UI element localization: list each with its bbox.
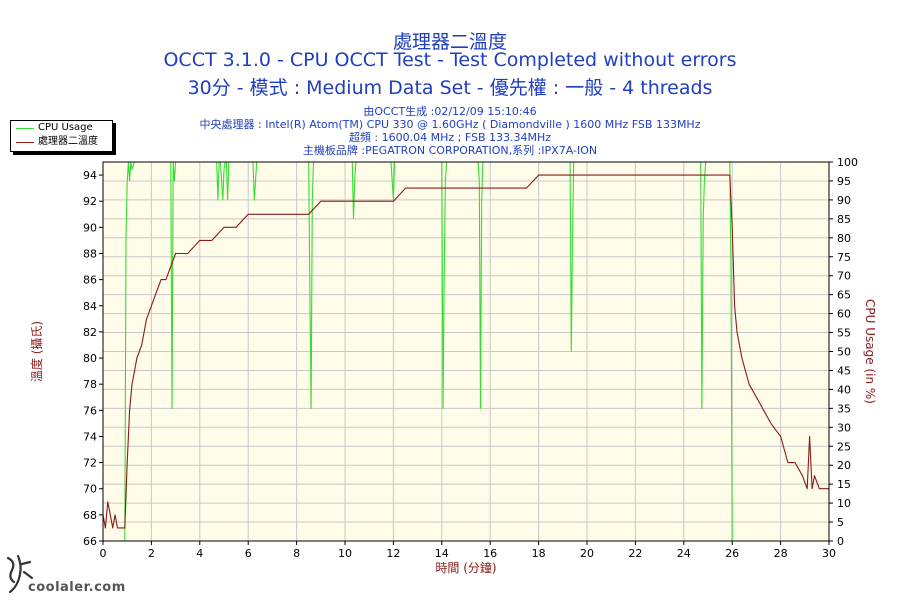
y-right-tick-label: 85	[837, 213, 851, 226]
legend-item-cpu-usage: CPU Usage	[11, 121, 112, 135]
y-right-tick-label: 90	[837, 194, 851, 207]
y-right-tick-label: 80	[837, 232, 851, 245]
legend-swatch-temperature	[16, 142, 34, 143]
y-right-tick-label: 55	[837, 327, 851, 340]
watermark-logo	[6, 554, 34, 594]
chart-legend: CPU Usage 處理器二溫度	[10, 120, 113, 152]
y-right-tick-label: 35	[837, 402, 851, 415]
x-tick-label: 30	[822, 547, 836, 560]
chart-subtitle-mode: 30分 - 模式 : Medium Data Set - 優先權 : 一般 - …	[187, 77, 713, 99]
series-line-cpu-usage	[103, 161, 829, 542]
y-left-tick-label: 90	[83, 221, 97, 234]
y-right-tick-label: 30	[837, 421, 851, 434]
x-tick-label: 16	[483, 547, 497, 560]
x-tick-label: 14	[435, 547, 449, 560]
y-left-tick-label: 70	[83, 483, 97, 496]
info-generated: 由OCCT生成 :02/12/09 15:10:46	[363, 105, 537, 118]
x-axis-label: 時間 (分鐘)	[435, 560, 496, 575]
x-tick-label: 4	[196, 547, 203, 560]
y-left-tick-label: 86	[83, 274, 97, 287]
y-left-tick-label: 94	[83, 169, 97, 182]
y-right-tick-label: 45	[837, 364, 851, 377]
x-tick-label: 24	[677, 547, 691, 560]
legend-swatch-cpu-usage	[16, 128, 34, 129]
y-left-tick-label: 66	[83, 535, 97, 548]
chart-subtitle-test: OCCT 3.1.0 - CPU OCCT Test - Test Comple…	[163, 49, 737, 71]
y-left-tick-label: 82	[83, 326, 97, 339]
y-right-tick-label: 10	[837, 497, 851, 510]
grid-lines	[102, 161, 830, 542]
x-tick-label: 12	[386, 547, 400, 560]
info-motherboard: 主機板品牌 :PEGATRON CORPORATION,系列 :IPX7A-IO…	[302, 144, 598, 157]
y-left-tick-label: 80	[83, 352, 97, 365]
y-left-tick-label: 68	[83, 509, 97, 522]
y-left-tick-label: 72	[83, 457, 97, 470]
x-tick-label: 8	[293, 547, 300, 560]
y-left-tick-label: 78	[83, 378, 97, 391]
series-line-temperature	[102, 174, 829, 529]
chart-title: 處理器二溫度	[392, 31, 507, 53]
legend-label-cpu-usage: CPU Usage	[38, 122, 93, 133]
y-right-tick-label: 95	[837, 175, 851, 188]
y-right-tick-label: 75	[837, 251, 851, 264]
x-tick-label: 28	[774, 547, 788, 560]
y-right-tick-label: 60	[837, 308, 851, 321]
watermark-text: coolaler.com	[28, 580, 126, 595]
x-tick-label: 6	[245, 547, 252, 560]
y-right-tick-label: 0	[837, 535, 844, 548]
plot-area	[103, 162, 829, 541]
y-right-tick-label: 5	[837, 516, 844, 529]
y-axis-label-left: 溫度 (攝氏)	[29, 321, 44, 382]
y-right-tick-label: 50	[837, 346, 851, 359]
legend-item-temperature: 處理器二溫度	[11, 135, 112, 149]
y-right-tick-label: 65	[837, 289, 851, 302]
y-left-tick-label: 88	[83, 247, 97, 260]
y-right-tick-label: 40	[837, 383, 851, 396]
y-left-tick-label: 92	[83, 195, 97, 208]
y-right-tick-label: 15	[837, 478, 851, 491]
plot-border	[102, 161, 830, 542]
y-axis-label-right: CPU Usage (in %)	[863, 299, 877, 404]
x-tick-label: 20	[580, 547, 594, 560]
y-right-tick-label: 25	[837, 440, 851, 453]
legend-label-temperature: 處理器二溫度	[38, 136, 98, 147]
y-left-tick-label: 76	[83, 404, 97, 417]
y-right-tick-label: 70	[837, 270, 851, 283]
info-cpu: 中央處理器 : Intel(R) Atom(TM) CPU 330 @ 1.60…	[199, 118, 701, 131]
y-left-tick-label: 84	[83, 300, 97, 313]
y-right-tick-label: 20	[837, 459, 851, 472]
x-tick-label: 18	[532, 547, 546, 560]
x-tick-label: 26	[725, 547, 739, 560]
x-tick-label: 10	[338, 547, 352, 560]
x-tick-label: 22	[628, 547, 642, 560]
y-left-tick-label: 74	[83, 430, 97, 443]
info-overclock: 超頻 : 1600.04 MHz ; FSB 133.34MHz	[348, 131, 552, 144]
